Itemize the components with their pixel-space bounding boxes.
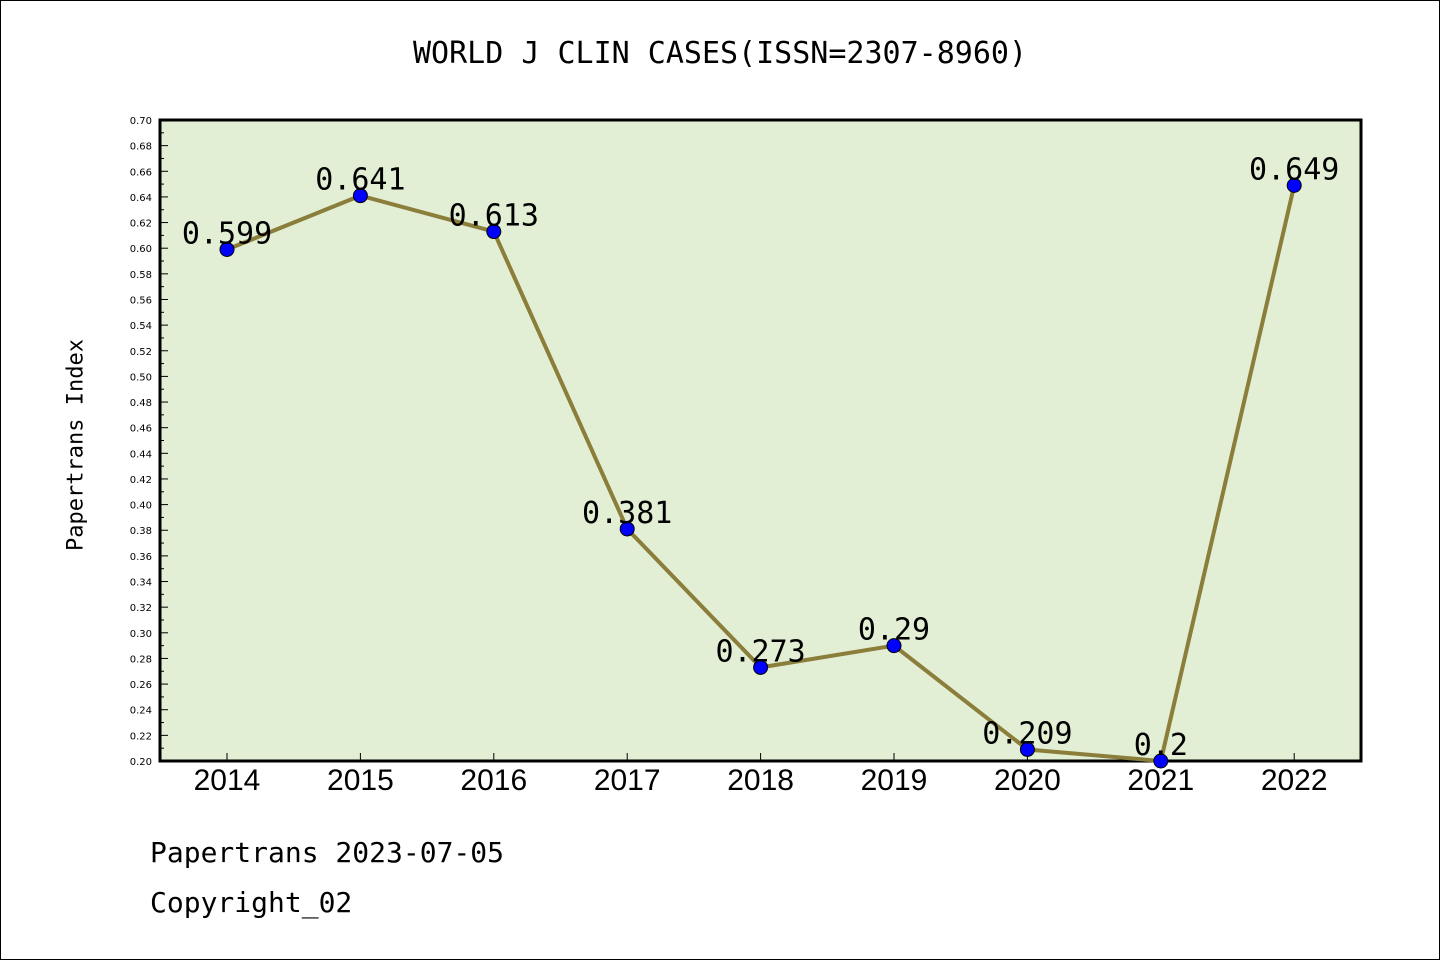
y-tick-label: 0.52 [130, 347, 152, 358]
y-tick-label: 0.46 [130, 424, 152, 435]
data-point [886, 638, 902, 654]
x-tick-label: 2021 [1127, 764, 1194, 797]
y-tick-label: 0.66 [130, 167, 152, 178]
footer-copyright: Copyright_02 [150, 886, 353, 919]
x-tick-label: 2016 [460, 764, 527, 797]
y-tick-label: 0.38 [130, 526, 152, 537]
data-label: 0.381 [582, 496, 672, 531]
y-tick-label: 0.40 [130, 501, 152, 512]
y-tick-label: 0.70 [130, 116, 152, 127]
data-point [219, 241, 235, 257]
x-tick-label: 2015 [327, 764, 394, 797]
y-tick-label: 0.44 [130, 449, 152, 460]
data-label: 0.599 [182, 216, 272, 251]
y-tick-label: 0.30 [130, 629, 152, 640]
data-point [486, 224, 502, 240]
y-axis: 0.20 0.22 0.24 0.26 0.28 0.30 0.32 0.34 0.36 0.38… [130, 116, 168, 768]
data-label: 0.2 [1134, 728, 1188, 763]
chart-title: WORLD J CLIN CASES(ISSN=2307-8960) [412, 36, 1028, 71]
y-tick-label: 0.36 [130, 552, 152, 563]
data-label: 0.649 [1249, 152, 1339, 187]
x-axis: 2014 2015 2016 2017 2018 2019 2020 2021 2022 [194, 753, 1328, 797]
data-point [619, 521, 635, 537]
y-tick-label: 0.22 [130, 731, 152, 742]
y-tick-label: 0.50 [130, 372, 152, 383]
data-point [753, 659, 769, 675]
y-tick-label: 0.56 [130, 295, 152, 306]
data-label: 0.273 [715, 634, 805, 669]
y-tick-label: 0.24 [130, 706, 152, 717]
y-tick-label: 0.64 [130, 193, 152, 204]
data-point [352, 188, 368, 204]
x-tick-label: 2019 [861, 764, 928, 797]
data-point [1286, 177, 1302, 193]
y-tick-label: 0.34 [130, 578, 152, 589]
y-tick-label: 0.42 [130, 475, 152, 486]
data-point [1019, 741, 1035, 757]
y-tick-label: 0.60 [130, 244, 152, 255]
x-tick-label: 2018 [727, 764, 794, 797]
x-tick-label: 2020 [994, 764, 1061, 797]
data-label: 0.29 [858, 613, 930, 648]
y-tick-label: 0.26 [130, 680, 152, 691]
y-tick-label: 0.62 [130, 219, 152, 230]
data-point [1153, 753, 1169, 769]
y-tick-label: 0.28 [130, 654, 152, 665]
plot-area [158, 118, 1363, 763]
x-tick-label: 2014 [194, 764, 261, 797]
series-group: 0.599 0.641 0.613 0.381 0.273 0.29 0.209 0.2 0.6… [182, 152, 1339, 769]
y-tick-label: 0.54 [130, 321, 152, 332]
data-label: 0.209 [982, 716, 1072, 751]
x-tick-label: 2022 [1261, 764, 1328, 797]
footer-date: Papertrans 2023-07-05 [150, 836, 505, 869]
data-label: 0.641 [315, 163, 405, 198]
y-tick-label: 0.20 [130, 757, 152, 768]
data-label: 0.613 [449, 199, 539, 234]
y-tick-label: 0.58 [130, 270, 152, 281]
y-tick-label: 0.68 [130, 142, 152, 153]
y-tick-label: 0.48 [130, 398, 152, 409]
y-tick-label: 0.32 [130, 603, 152, 614]
x-tick-label: 2017 [594, 764, 661, 797]
